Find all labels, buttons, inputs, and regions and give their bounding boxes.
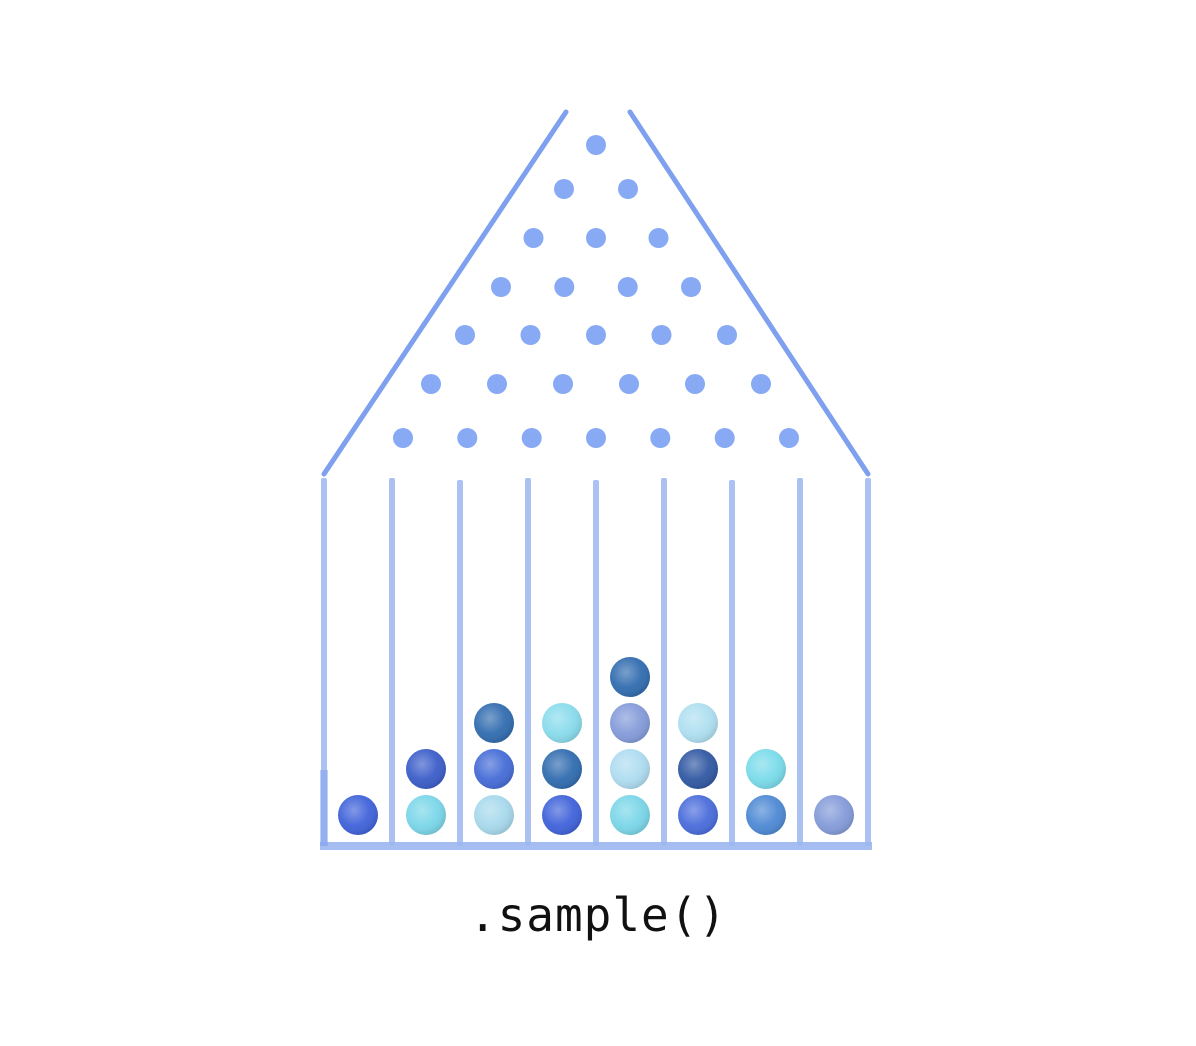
peg <box>586 228 606 248</box>
bin-wall <box>593 480 599 846</box>
ball-texture <box>746 795 786 835</box>
peg <box>651 325 672 345</box>
bin-wall <box>321 478 327 846</box>
bin-wall <box>457 480 463 846</box>
ball-texture <box>406 749 446 789</box>
peg <box>685 374 705 394</box>
peg-triangle <box>393 135 799 448</box>
ball-stacks <box>338 657 854 835</box>
peg <box>617 277 638 297</box>
peg <box>554 277 575 297</box>
peg <box>586 428 606 448</box>
peg <box>648 228 669 248</box>
ball-texture <box>610 795 650 835</box>
ball-texture <box>474 795 514 835</box>
peg <box>751 374 771 394</box>
bin-base <box>320 842 872 850</box>
peg <box>714 428 735 448</box>
peg <box>554 179 574 199</box>
peg <box>586 135 606 155</box>
peg <box>393 428 413 448</box>
bin-wall <box>797 478 803 846</box>
method-caption: .sample() <box>468 888 728 942</box>
peg <box>717 325 737 345</box>
peg <box>491 277 511 297</box>
peg <box>618 179 638 199</box>
roof-right-line <box>627 109 871 477</box>
peg <box>523 228 544 248</box>
peg <box>487 374 507 394</box>
bin-wall <box>389 478 395 846</box>
ball-texture <box>542 795 582 835</box>
wall-shade <box>320 770 328 846</box>
ball-texture <box>678 703 718 743</box>
ball-texture <box>678 795 718 835</box>
peg <box>619 374 639 394</box>
peg <box>586 325 606 345</box>
ball-texture <box>678 749 718 789</box>
ball-texture <box>338 795 378 835</box>
peg <box>521 428 542 448</box>
peg <box>455 325 475 345</box>
bin-wall <box>865 478 871 846</box>
ball-texture <box>474 703 514 743</box>
peg <box>520 325 541 345</box>
ball-texture <box>610 703 650 743</box>
peg <box>421 374 441 394</box>
peg <box>553 374 573 394</box>
ball-texture <box>542 703 582 743</box>
ball-texture <box>610 657 650 697</box>
peg <box>650 428 671 448</box>
ball-texture <box>610 749 650 789</box>
ball-texture <box>474 749 514 789</box>
bin-wall <box>525 478 531 846</box>
peg <box>457 428 478 448</box>
bin-wall <box>661 478 667 846</box>
peg <box>779 428 799 448</box>
ball-texture <box>814 795 854 835</box>
ball-texture <box>542 749 582 789</box>
ball-texture <box>746 749 786 789</box>
peg <box>681 277 701 297</box>
board-frame <box>320 109 872 850</box>
roof-left-line <box>321 109 569 477</box>
ball-texture <box>406 795 446 835</box>
bin-wall <box>729 480 735 846</box>
